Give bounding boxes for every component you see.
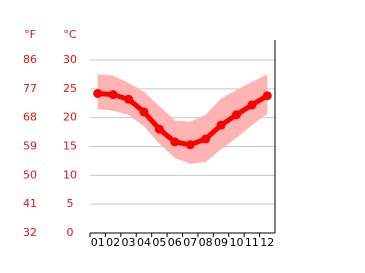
point [139, 107, 149, 117]
x-tick-label: 02 [106, 236, 120, 249]
x-tick-label: 04 [137, 236, 151, 249]
y-tick-label: 25 [63, 82, 77, 95]
point [201, 134, 211, 144]
x-tick-label: 03 [122, 236, 136, 249]
point [124, 94, 134, 104]
x-tick-label: 11 [245, 236, 259, 249]
x-tick-label: 08 [199, 236, 213, 249]
y-axis-label: °C [63, 28, 77, 41]
y2-tick-label: 59 [23, 140, 37, 153]
range-band [97, 74, 268, 164]
y2-tick-label: 86 [23, 53, 37, 66]
y-tick-label: 0 [67, 226, 74, 239]
y2-tick-label: 32 [23, 226, 37, 239]
y2-tick-label: 41 [23, 197, 37, 210]
x-tick-label: 09 [214, 236, 228, 249]
x-tick-label: 01 [91, 236, 105, 249]
y-tick-label: 10 [63, 168, 77, 181]
point [262, 91, 272, 101]
x-tick-label: 12 [260, 236, 274, 249]
y-tick-label: 15 [63, 140, 77, 153]
point [231, 110, 241, 120]
y-tick-label: 5 [67, 197, 74, 210]
y-tick-label: 20 [63, 111, 77, 124]
point [154, 124, 164, 134]
point [170, 137, 180, 147]
x-tick-label: 05 [152, 236, 166, 249]
point [216, 120, 226, 130]
x-tick-label: 06 [168, 236, 182, 249]
point [247, 100, 257, 110]
y2-axis-label: °F [24, 28, 36, 41]
y2-tick-label: 50 [23, 168, 37, 181]
x-tick-label: 10 [229, 236, 243, 249]
point [185, 140, 195, 150]
y2-tick-label: 77 [23, 82, 37, 95]
y2-tick-label: 68 [23, 111, 37, 124]
point [93, 88, 103, 98]
y-tick-label: 30 [63, 53, 77, 66]
x-tick-label: 07 [183, 236, 197, 249]
point [108, 90, 118, 100]
